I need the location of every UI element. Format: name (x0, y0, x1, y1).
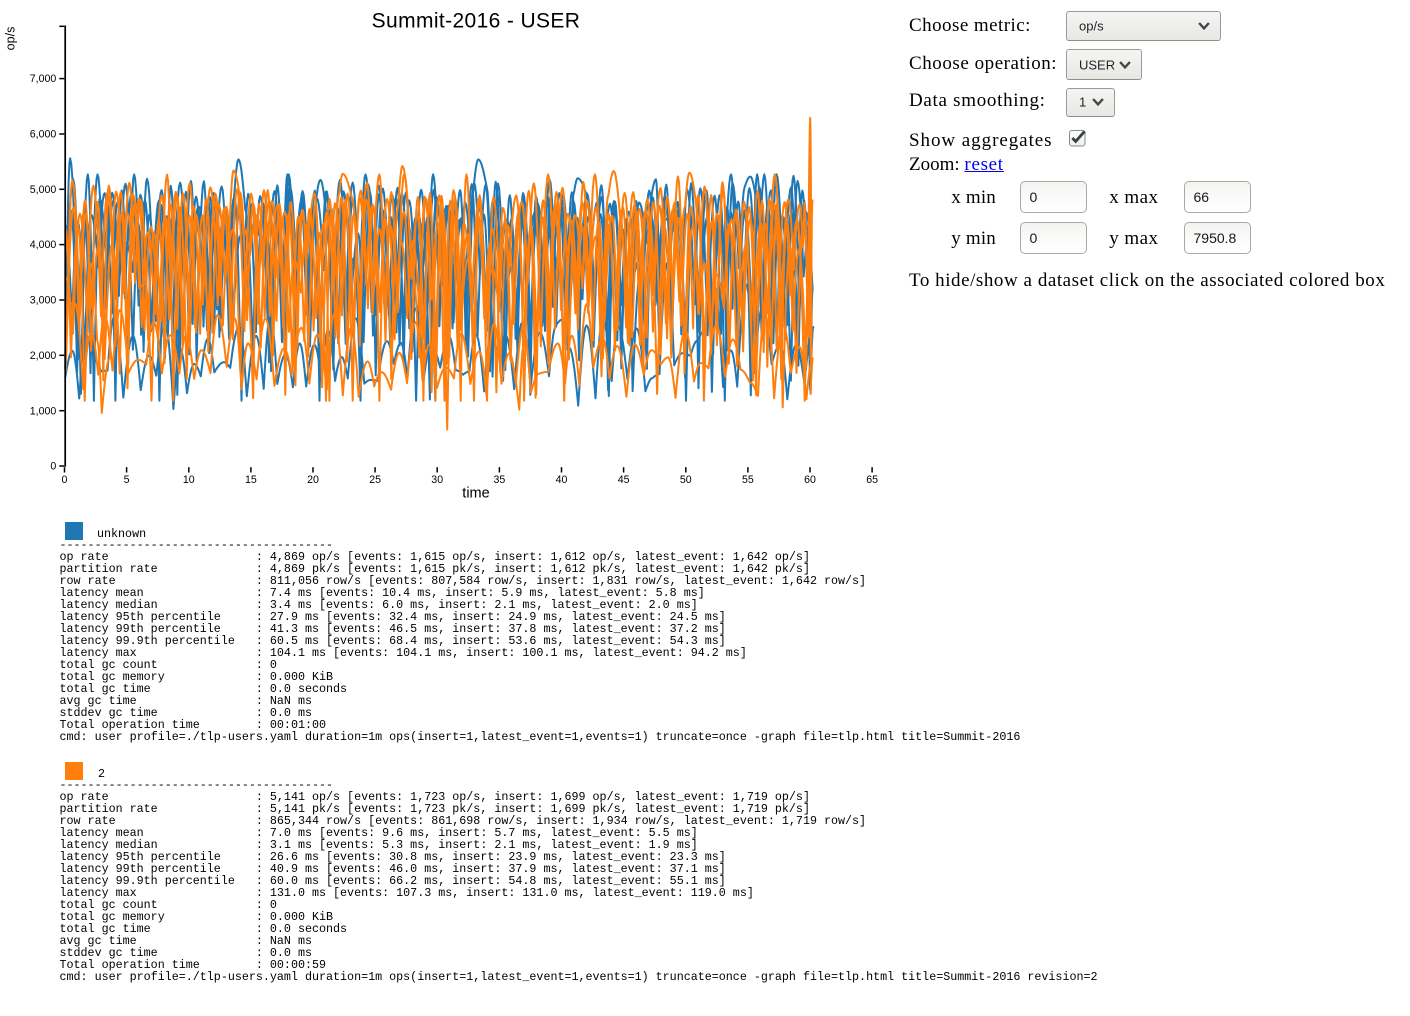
svg-text:2,000: 2,000 (30, 350, 57, 362)
svg-text:time: time (462, 486, 489, 502)
svg-text:5,000: 5,000 (30, 184, 57, 196)
svg-text:65: 65 (866, 474, 878, 486)
svg-text:30: 30 (431, 474, 443, 486)
svg-text:6,000: 6,000 (30, 129, 57, 141)
svg-text:20: 20 (307, 474, 319, 486)
svg-text:25: 25 (369, 474, 381, 486)
svg-text:55: 55 (742, 474, 754, 486)
svg-text:4,000: 4,000 (30, 239, 57, 251)
svg-text:60: 60 (804, 474, 816, 486)
svg-text:10: 10 (183, 474, 195, 486)
svg-text:0: 0 (62, 474, 68, 486)
svg-text:1,000: 1,000 (30, 405, 57, 417)
svg-text:3,000: 3,000 (30, 295, 57, 307)
svg-text:40: 40 (556, 474, 568, 486)
svg-text:7,000: 7,000 (30, 73, 57, 85)
svg-text:op/s: op/s (4, 27, 18, 51)
svg-text:5: 5 (124, 474, 130, 486)
svg-text:15: 15 (245, 474, 257, 486)
svg-text:Summit-2016 - USER: Summit-2016 - USER (372, 10, 581, 33)
svg-text:45: 45 (618, 474, 630, 486)
svg-text:50: 50 (680, 474, 692, 486)
svg-text:0: 0 (50, 461, 56, 473)
svg-text:35: 35 (494, 474, 506, 486)
